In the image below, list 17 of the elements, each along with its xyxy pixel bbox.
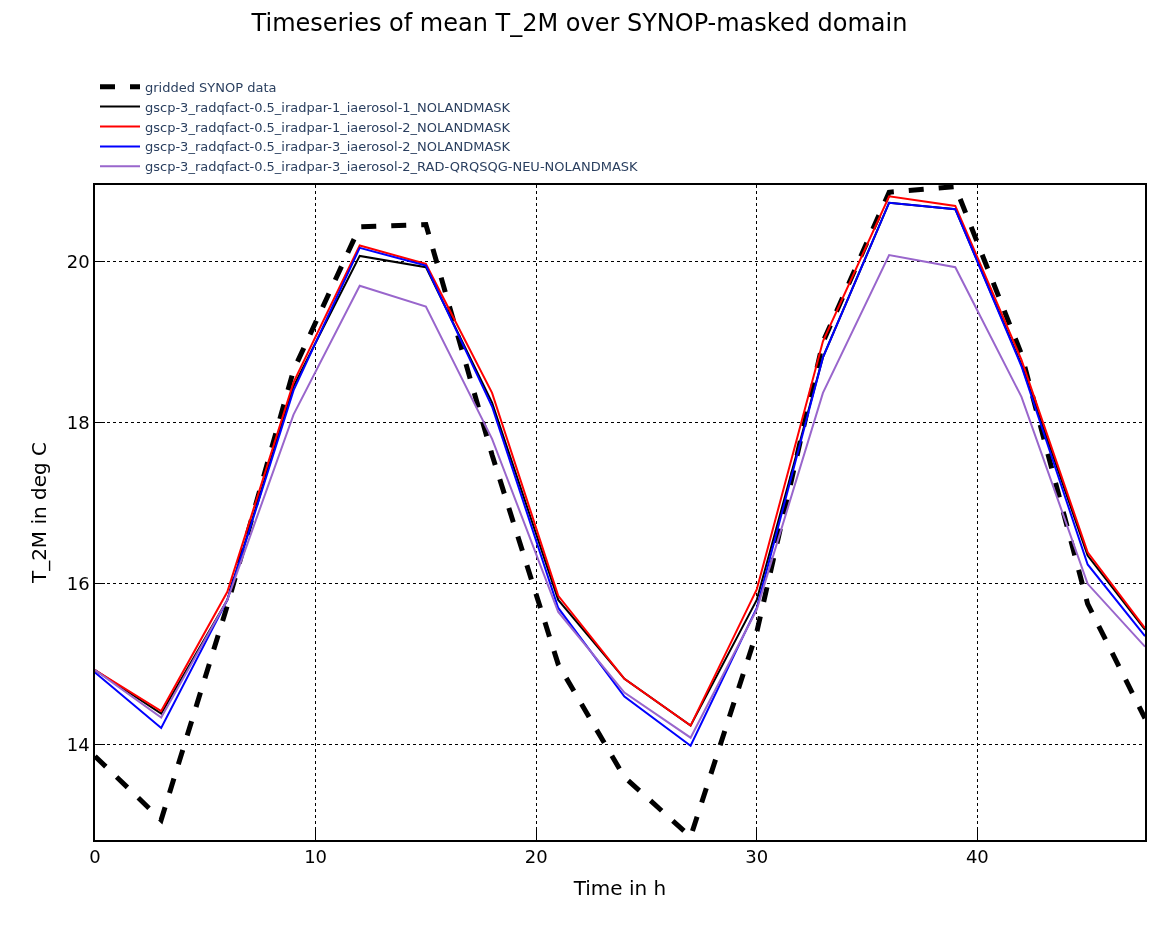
x-tick-label: 40 — [965, 846, 989, 868]
x-tick-label: 10 — [304, 846, 328, 868]
legend-label: gscp-3_radqfact-0.5_iradpar-1_iaerosol-1_NOLANDMASK — [145, 99, 511, 115]
y-tick-label: 14 — [66, 734, 90, 756]
y-axis-title: T_2M in deg C — [26, 441, 51, 585]
x-tick-label: 20 — [524, 846, 548, 868]
x-axis-title: Time in h — [572, 876, 667, 901]
y-tick-label: 16 — [66, 573, 90, 595]
legend-label: gscp-3_radqfact-0.5_iradpar-3_iaerosol-2_NOLANDMASK — [145, 139, 511, 155]
chart-title: Timeseries of mean T_2M over SYNOP-masked domain — [250, 8, 908, 37]
y-tick-label: 20 — [66, 250, 90, 272]
legend-label: gscp-3_radqfact-0.5_iradpar-3_iaerosol-2_RAD-QRQSQG-NEU-NOLANDMASK — [145, 159, 639, 175]
legend-label: gridded SYNOP data — [145, 79, 277, 95]
x-tick-label: 0 — [89, 846, 101, 868]
y-tick-label: 18 — [66, 411, 90, 433]
legend-label: gscp-3_radqfact-0.5_iradpar-1_iaerosol-2_NOLANDMASK — [145, 119, 511, 135]
x-tick-label: 30 — [745, 846, 769, 868]
